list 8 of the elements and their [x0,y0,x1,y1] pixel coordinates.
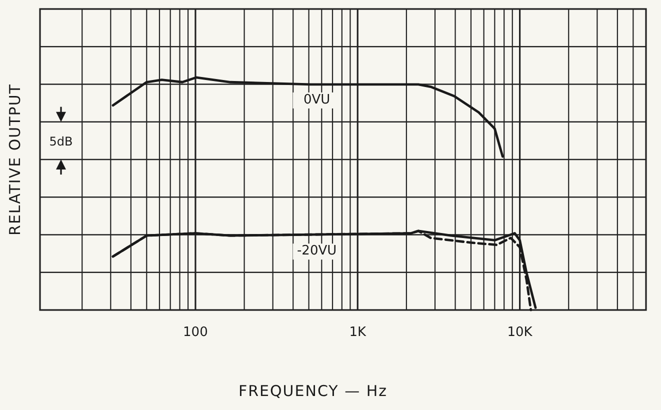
y-axis-title: RELATIVE OUTPUT [6,84,24,236]
x-tick-label: 100 [183,325,208,340]
x-tick-label: 10K [507,325,533,340]
series-label: 0VU [303,92,330,108]
x-tick-label: 1K [349,325,367,340]
annotation: 5dB [49,134,73,149]
x-axis-title: FREQUENCY — Hz [238,382,388,400]
series-label: -20VU [296,244,337,259]
